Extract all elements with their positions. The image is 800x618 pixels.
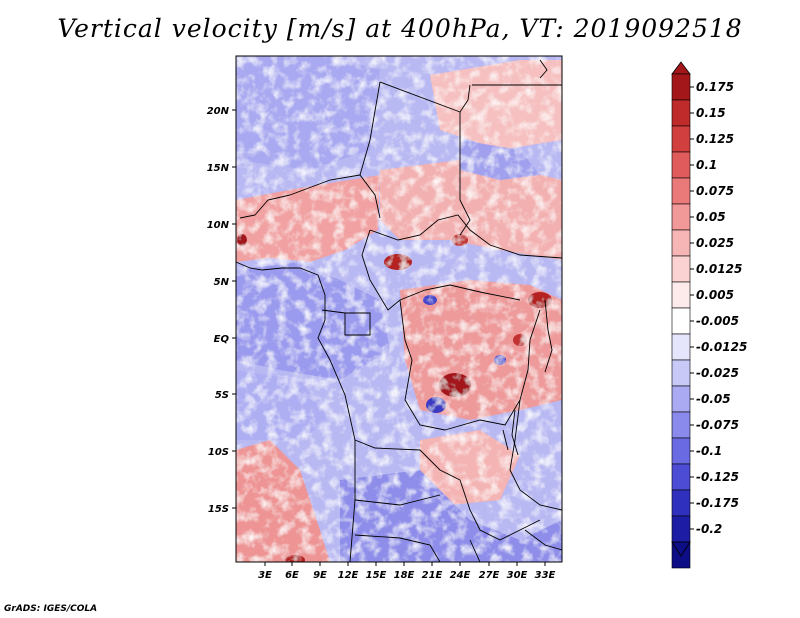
- lat-tick-15N: 15N: [207, 163, 230, 174]
- lon-tick-24E: 24E: [450, 570, 471, 581]
- lat-tick-10S: 10S: [208, 447, 229, 458]
- colorbar-swatch: [671, 359, 691, 387]
- colorbar-label: -0.125: [696, 470, 739, 484]
- velocity-field: [236, 56, 562, 562]
- colorbar-label: 0.005: [696, 288, 734, 302]
- colorbar-label: -0.075: [696, 418, 739, 432]
- lon-tick-6E: 6E: [285, 570, 299, 581]
- lat-tick-20N: 20N: [207, 106, 230, 117]
- lon-tick-33E: 33E: [535, 570, 556, 581]
- colorbar-label: -0.005: [696, 314, 739, 328]
- colorbar-swatch: [671, 515, 691, 543]
- colorbar-swatch: [671, 177, 691, 205]
- colorbar-label: -0.1: [696, 444, 722, 458]
- colorbar-label: -0.175: [696, 496, 739, 510]
- colorbar-label: 0.075: [696, 184, 734, 198]
- colorbar-label: -0.0125: [696, 340, 747, 354]
- colorbar-label: 0.0125: [696, 262, 742, 276]
- colorbar-swatch: [671, 255, 691, 283]
- map-frame: [235, 55, 563, 563]
- colorbar-swatches: [671, 73, 691, 569]
- grads-credit: GrADS: IGES/COLA: [4, 604, 98, 614]
- lon-tick-27E: 27E: [479, 570, 500, 581]
- colorbar-label: 0.025: [696, 236, 734, 250]
- latitude-axis: 20N 15N 10N 5N EQ 5S 10S 15S: [207, 106, 236, 515]
- map-panel: 20N 15N 10N 5N EQ 5S 10S 15S 3E 6E 9E 12…: [207, 55, 563, 581]
- colorbar-swatch: [671, 151, 691, 179]
- colorbar-swatch: [671, 229, 691, 257]
- colorbar: 0.175 0.15 0.125 0.1 0.075 0.05 0.025 0.0125 0.0…: [671, 61, 747, 569]
- longitude-axis: 3E 6E 9E 12E 15E 18E 21E 24E 27E 30E 33E: [258, 562, 556, 581]
- colorbar-label: 0.05: [696, 210, 726, 224]
- colorbar-swatch: [671, 437, 691, 465]
- lon-tick-21E: 21E: [422, 570, 443, 581]
- colorbar-swatch: [671, 385, 691, 413]
- lat-tick-EQ: EQ: [214, 334, 230, 345]
- colorbar-swatch: [671, 333, 691, 361]
- lon-tick-18E: 18E: [394, 570, 415, 581]
- lon-tick-3E: 3E: [258, 570, 272, 581]
- colorbar-swatch: [671, 203, 691, 231]
- colorbar-label: -0.025: [696, 366, 739, 380]
- colorbar-label: 0.125: [696, 132, 734, 146]
- lon-tick-12E: 12E: [338, 570, 359, 581]
- lat-tick-15S: 15S: [208, 504, 229, 515]
- colorbar-swatch: [671, 463, 691, 491]
- colorbar-swatch: [671, 281, 691, 309]
- colorbar-label: 0.15: [696, 106, 726, 120]
- lon-tick-9E: 9E: [313, 570, 327, 581]
- colorbar-labels: 0.175 0.15 0.125 0.1 0.075 0.05 0.025 0.0125 0.0…: [696, 80, 747, 536]
- map-title: Vertical velocity [m/s] at 400hPa, VT: 2…: [57, 14, 743, 43]
- colorbar-label: 0.1: [696, 158, 717, 172]
- colorbar-label: -0.2: [696, 522, 722, 536]
- colorbar-label: 0.175: [696, 80, 734, 94]
- colorbar-top-arrow: [671, 61, 691, 75]
- colorbar-swatch: [671, 411, 691, 439]
- colorbar-swatch: [671, 489, 691, 517]
- colorbar-swatch: [671, 307, 691, 335]
- lon-tick-15E: 15E: [366, 570, 387, 581]
- colorbar-label: -0.05: [696, 392, 731, 406]
- colorbar-swatch: [671, 125, 691, 153]
- country-borders: [236, 59, 562, 562]
- colorbar-ticks: [690, 86, 694, 530]
- colorbar-swatch: [671, 99, 691, 127]
- lon-tick-30E: 30E: [507, 570, 528, 581]
- lat-tick-10N: 10N: [207, 220, 230, 231]
- colorbar-swatch: [671, 73, 691, 101]
- lat-tick-5N: 5N: [214, 277, 230, 288]
- lat-tick-5S: 5S: [215, 390, 229, 401]
- colorbar-bottom-arrow: [671, 541, 691, 557]
